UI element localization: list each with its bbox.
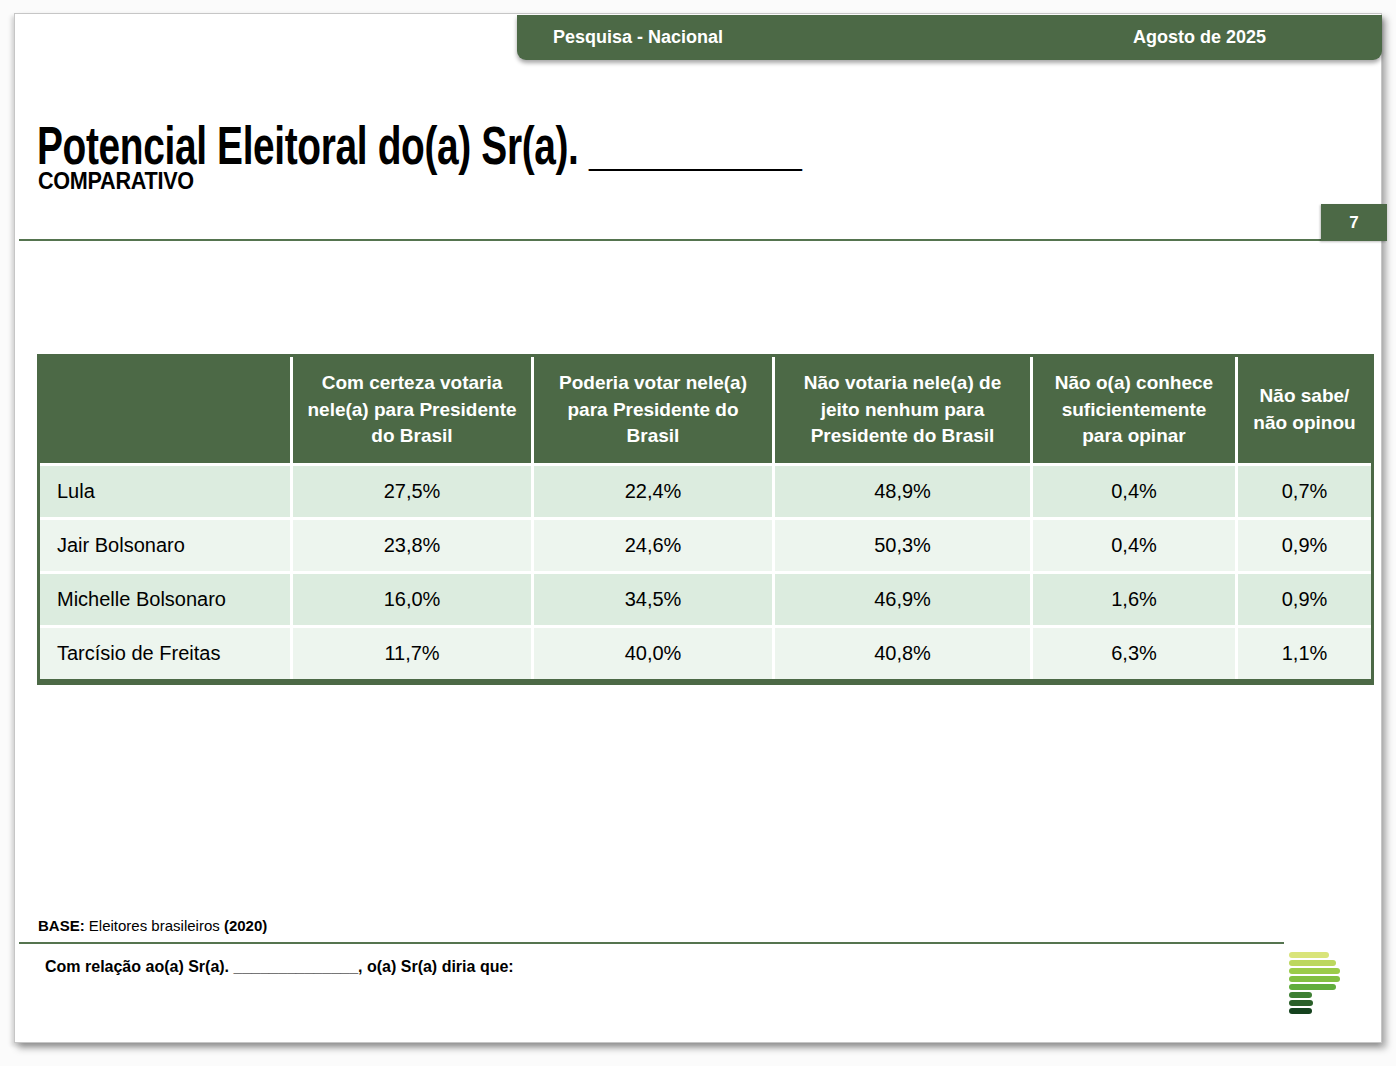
table-cell: 40,0% [534, 628, 772, 679]
stacked-green-bars-logo-icon [1289, 952, 1349, 1016]
page-subtitle: COMPARATIVO [38, 169, 194, 193]
table-row-name: Michelle Bolsonaro [40, 574, 290, 625]
base-note-label: BASE: [38, 917, 85, 934]
table-header-cell: Não sabe/ não opinou [1238, 357, 1371, 463]
table-cell: 34,5% [534, 574, 772, 625]
logo-bar [1289, 1000, 1313, 1006]
table-header-cell: Não votaria nele(a) de jeito nenhum para… [775, 357, 1030, 463]
base-note-year: (2020) [224, 917, 267, 934]
table-cell: 40,8% [775, 628, 1030, 679]
top-banner: Pesquisa - Nacional Agosto de 2025 [517, 15, 1382, 60]
table-cell: 16,0% [293, 574, 531, 625]
table-cell: 48,9% [775, 466, 1030, 517]
table-cell: 27,5% [293, 466, 531, 517]
table-cell: 0,4% [1033, 520, 1235, 571]
table-header-cell: Com certeza votaria nele(a) para Preside… [293, 357, 531, 463]
table-cell: 11,7% [293, 628, 531, 679]
banner-date-label: Agosto de 2025 [1133, 27, 1266, 48]
table-row-name: Tarcísio de Freitas [40, 628, 290, 679]
table-header-cell: Não o(a) conhece suficientemente para op… [1033, 357, 1235, 463]
table-cell: 6,3% [1033, 628, 1235, 679]
table-cell: 22,4% [534, 466, 772, 517]
table-cell: 24,6% [534, 520, 772, 571]
logo-bar [1289, 992, 1312, 998]
banner-survey-label: Pesquisa - Nacional [553, 27, 723, 48]
table-cell: 0,4% [1033, 466, 1235, 517]
table-cell: 0,9% [1238, 574, 1371, 625]
logo-bar [1289, 952, 1329, 958]
title-divider-line [19, 239, 1382, 241]
table-cell: 1,1% [1238, 628, 1371, 679]
logo-bar [1289, 1008, 1312, 1014]
table-row-name: Lula [40, 466, 290, 517]
table-cell: 0,7% [1238, 466, 1371, 517]
page-number-badge: 7 [1321, 204, 1387, 241]
page-title: Potencial Eleitoral do(a) Sr(a). _______… [37, 118, 802, 172]
logo-bar [1289, 960, 1336, 966]
presentation-slide: Pesquisa - Nacional Agosto de 2025 Poten… [14, 13, 1382, 1043]
question-text: Com relação ao(a) Sr(a). ______________,… [45, 958, 514, 976]
table-cell: 1,6% [1033, 574, 1235, 625]
logo-bar [1289, 984, 1336, 990]
base-note-text: Eleitores brasileiros [85, 917, 224, 934]
comparison-table: Com certeza votaria nele(a) para Preside… [37, 354, 1374, 685]
table-header-cell-empty [40, 357, 290, 463]
logo-bar [1289, 968, 1340, 974]
table-cell: 0,9% [1238, 520, 1371, 571]
table-cell: 50,3% [775, 520, 1030, 571]
table-cell: 46,9% [775, 574, 1030, 625]
table-header-cell: Poderia votar nele(a) para Presidente do… [534, 357, 772, 463]
table-cell: 23,8% [293, 520, 531, 571]
footer-divider-line [19, 942, 1284, 944]
table-row-name: Jair Bolsonaro [40, 520, 290, 571]
base-note: BASE: Eleitores brasileiros (2020) [38, 917, 267, 934]
logo-bar [1289, 976, 1340, 982]
